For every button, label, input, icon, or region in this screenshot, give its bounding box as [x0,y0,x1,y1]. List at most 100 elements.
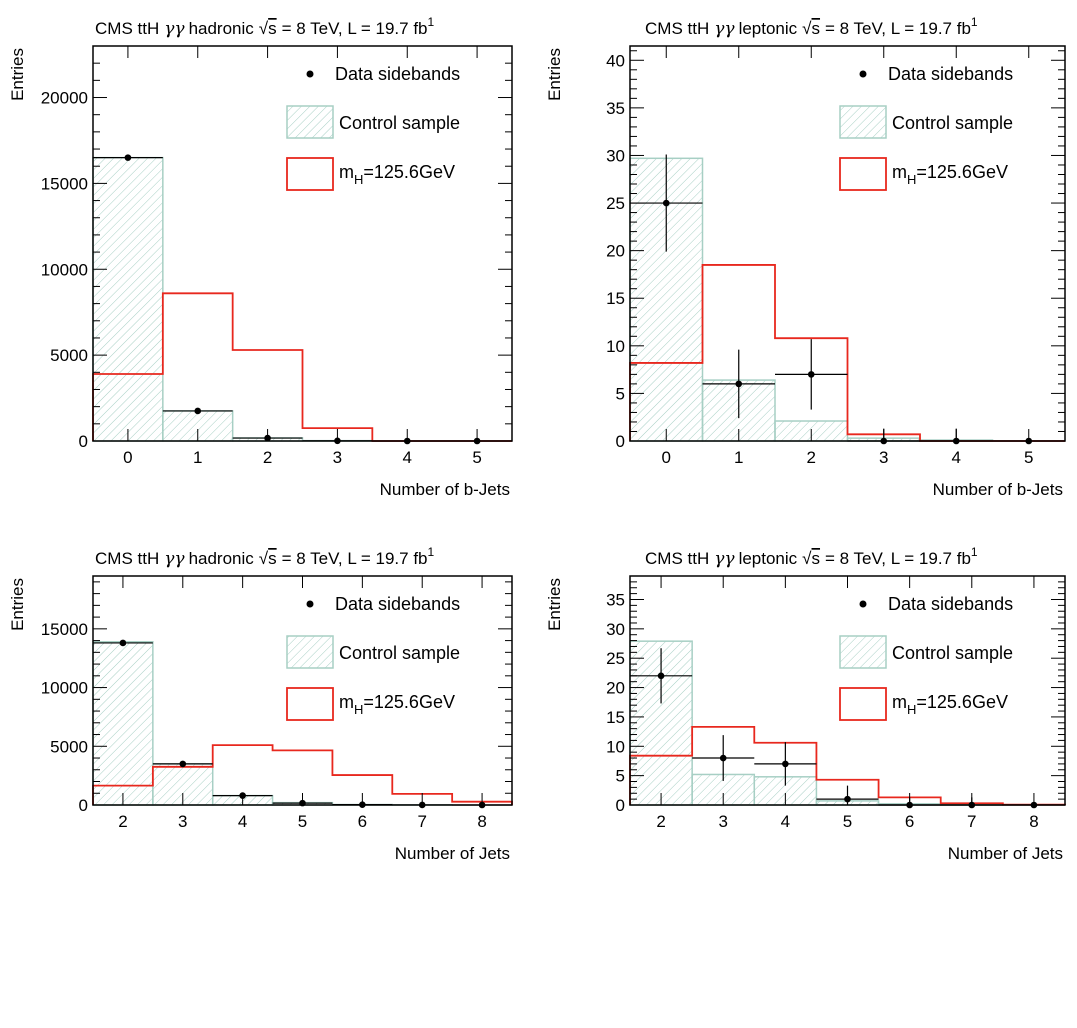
x-tick-label: 3 [879,448,888,467]
data-point [179,760,187,768]
x-axis-label: Number of b-Jets [380,480,510,499]
chart-title: CMS ttH γγ leptonic √s = 8 TeV, L = 19.7 fb1 [645,15,978,39]
legend-data-label: Data sidebands [888,64,1013,84]
y-tick-label: 0 [616,796,625,815]
control-sample-bar [92,156,164,442]
y-tick-label: 0 [79,796,88,815]
x-axis-label: Number of Jets [395,844,510,863]
plot-frame [92,45,513,442]
x-tick-label: 4 [781,812,790,831]
title-energy: = 8 TeV, L = 19.7 fb [282,19,428,38]
legend-signal-label: mH=125.6GeV [339,162,455,187]
title-energy: = 8 TeV, L = 19.7 fb [825,549,971,568]
data-point [662,199,670,207]
legend-signal-swatch [286,687,334,721]
x-tick-label: 4 [952,448,961,467]
y-tick-label: 0 [616,432,625,451]
y-tick-label: 15000 [41,174,88,193]
x-tick-label: 2 [118,812,127,831]
x-tick-label: 3 [333,448,342,467]
legend-signal-m: m [892,692,907,712]
x-tick-label: 3 [178,812,187,831]
y-tick-label: 30 [606,620,625,639]
chart-panel-1: 0 1 2 3 4 5 0 5000 10000 15000 20000 Number of b-Je… [8,15,513,499]
legend-signal-rest: =125.6GeV [916,162,1008,182]
y-axis-label: Entries [545,578,564,631]
title-channel: hadronic [189,549,255,568]
x-tick-label: 4 [238,812,247,831]
x-tick-label: 0 [123,448,132,467]
signal-histogram [92,744,513,805]
title-sqrt-arg: s [812,19,821,38]
x-tick-label: 5 [298,812,307,831]
title-sqrt-sign: √ [802,549,812,568]
legend-signal-label: mH=125.6GeV [892,692,1008,717]
title-prefix: CMS ttH [95,549,159,568]
title-lumi-exponent: 1 [428,15,435,29]
legend-data-marker [306,600,314,608]
chart-panel-3: 2 3 4 5 6 7 8 0 5000 10000 15000 Number of Jets Entr… [8,545,513,863]
x-tick-label: 5 [1024,448,1033,467]
legend-signal-label: mH=125.6GeV [339,692,455,717]
legend-signal-sub: H [907,172,916,187]
x-axis-label: Number of b-Jets [933,480,1063,499]
y-axis-label: Entries [8,48,27,101]
legend-signal-label: mH=125.6GeV [892,162,1008,187]
y-tick-label: 35 [606,99,625,118]
legend-signal-sub: H [354,702,363,717]
legend-signal-sub: H [907,702,916,717]
y-tick-label: 30 [606,146,625,165]
chart-title: CMS ttH γγ hadronic √s = 8 TeV, L = 19.7 fb1 [95,15,435,39]
chart-panel-2: 0 1 2 3 4 5 0 5 10 15 20 25 30 35 40 Number of b-Jets En… [545,15,1066,499]
title-sqrt-arg: s [268,19,277,38]
y-tick-label: 10000 [41,260,88,279]
x-tick-label: 2 [807,448,816,467]
chart-panel-4: 2 3 4 5 6 7 8 0 5 10 15 20 25 30 35 Number of Jets Entri… [545,545,1066,863]
x-tick-label: 1 [193,448,202,467]
plot-frame [629,45,1066,442]
chart-title: CMS ttH γγ leptonic √s = 8 TeV, L = 19.7 fb1 [645,545,978,569]
y-tick-label: 5000 [50,737,88,756]
title-lumi-exponent: 1 [428,545,435,559]
title-sqrt-arg: s [268,549,277,568]
legend-control-swatch [286,635,334,669]
chart-title: CMS ttH γγ hadronic √s = 8 TeV, L = 19.7 fb1 [95,545,435,569]
x-tick-label: 2 [263,448,272,467]
x-tick-label: 6 [905,812,914,831]
legend-signal-rest: =125.6GeV [916,692,1008,712]
x-tick-label: 3 [718,812,727,831]
title-energy: = 8 TeV, L = 19.7 fb [825,19,971,38]
x-tick-label: 6 [358,812,367,831]
title-gamma: γγ [164,549,185,569]
data-point [782,760,789,768]
data-point [735,380,743,388]
title-lumi-exponent: 1 [971,545,978,559]
data-point [194,407,202,415]
legend-signal-m: m [339,162,354,182]
title-channel: leptonic [739,19,798,38]
y-axis-label: Entries [8,578,27,631]
legend-control-swatch [286,105,334,139]
y-tick-label: 40 [606,51,625,70]
title-energy: = 8 TeV, L = 19.7 fb [282,549,428,568]
x-tick-label: 7 [967,812,976,831]
legend-data-marker [859,70,867,78]
title-channel: leptonic [739,549,798,568]
title-prefix: CMS ttH [645,549,709,568]
title-sqrt-arg: s [812,549,821,568]
legend-data-marker [306,70,314,78]
title-gamma: γγ [714,549,735,569]
y-tick-label: 5 [616,767,625,786]
signal-histogram [629,726,1066,806]
legend-data-label: Data sidebands [335,64,460,84]
x-tick-label: 4 [403,448,412,467]
data-point [124,154,132,161]
legend-signal-m: m [339,692,354,712]
y-tick-label: 25 [606,649,625,668]
legend-signal-rest: =125.6GeV [363,162,455,182]
legend-signal-swatch [839,687,887,721]
legend-signal-rest: =125.6GeV [363,692,455,712]
x-tick-label: 0 [662,448,671,467]
legend-control-label: Control sample [892,643,1013,663]
title-lumi-exponent: 1 [971,15,978,29]
